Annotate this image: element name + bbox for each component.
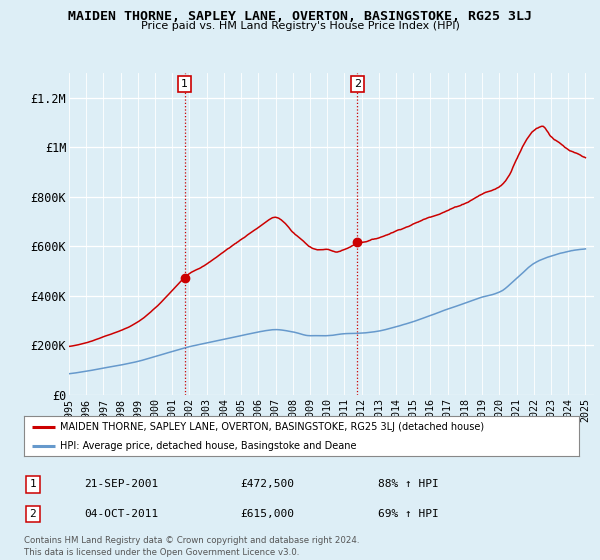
Text: Price paid vs. HM Land Registry's House Price Index (HPI): Price paid vs. HM Land Registry's House … [140, 21, 460, 31]
Text: 1: 1 [29, 479, 37, 489]
Text: HPI: Average price, detached house, Basingstoke and Deane: HPI: Average price, detached house, Basi… [60, 441, 356, 450]
Text: 2: 2 [29, 509, 37, 519]
Text: 2: 2 [354, 79, 361, 89]
Text: £472,500: £472,500 [240, 479, 294, 489]
Text: Contains HM Land Registry data © Crown copyright and database right 2024.
This d: Contains HM Land Registry data © Crown c… [24, 536, 359, 557]
Text: 21-SEP-2001: 21-SEP-2001 [84, 479, 158, 489]
Text: 69% ↑ HPI: 69% ↑ HPI [378, 509, 439, 519]
Text: 1: 1 [181, 79, 188, 89]
Text: £615,000: £615,000 [240, 509, 294, 519]
Text: 88% ↑ HPI: 88% ↑ HPI [378, 479, 439, 489]
Text: 04-OCT-2011: 04-OCT-2011 [84, 509, 158, 519]
Text: MAIDEN THORNE, SAPLEY LANE, OVERTON, BASINGSTOKE, RG25 3LJ: MAIDEN THORNE, SAPLEY LANE, OVERTON, BAS… [68, 10, 532, 23]
Text: MAIDEN THORNE, SAPLEY LANE, OVERTON, BASINGSTOKE, RG25 3LJ (detached house): MAIDEN THORNE, SAPLEY LANE, OVERTON, BAS… [60, 422, 484, 432]
